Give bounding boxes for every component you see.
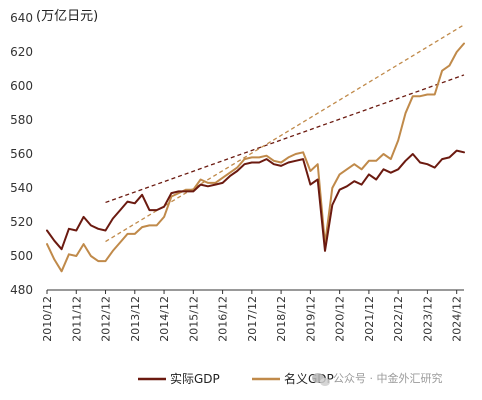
x-tick-label: 2013/12 <box>129 296 142 342</box>
y-tick-label: 500 <box>10 249 33 263</box>
x-tick-label: 2018/12 <box>275 296 288 342</box>
x-tick-label: 2016/12 <box>217 296 230 342</box>
x-tick-label: 2015/12 <box>187 296 200 342</box>
x-tick-label: 2019/12 <box>304 296 317 342</box>
y-axis: 480 500 520 540 560 580 600 620 640 <box>10 11 33 297</box>
watermark: 公众号 · 中金外汇研究 <box>312 371 443 386</box>
x-tick-label: 2024/12 <box>451 296 464 342</box>
x-tick-label: 2011/12 <box>70 296 83 342</box>
watermark-text: 公众号 · 中金外汇研究 <box>333 371 443 385</box>
series-lines <box>46 42 465 273</box>
y-tick-label: 480 <box>10 283 33 297</box>
x-tick-label: 2021/12 <box>363 296 376 342</box>
y-tick-label: 620 <box>10 45 33 59</box>
x-tick-label: 2010/12 <box>41 296 54 342</box>
y-tick-label: 580 <box>10 113 33 127</box>
y-tick-label: 520 <box>10 215 33 229</box>
y-axis-unit-label: (万亿日元) <box>36 9 98 24</box>
y-tick-label: 560 <box>10 147 33 161</box>
y-tick-label: 640 <box>10 11 33 25</box>
x-tick-label: 2012/12 <box>100 296 113 342</box>
wechat-icon <box>312 373 330 386</box>
x-tick-label: 2022/12 <box>392 296 405 342</box>
series-line-real-gdp <box>46 149 465 252</box>
x-axis: 2010/12 2011/12 2012/12 2013/12 2014/12 2015/… <box>41 290 464 342</box>
x-tick-label: 2020/12 <box>334 296 347 342</box>
y-tick-label: 600 <box>10 79 33 93</box>
x-tick-label: 2023/12 <box>421 296 434 342</box>
legend: 实际GDP 名义GDP <box>138 371 334 386</box>
trend-lines <box>105 24 465 243</box>
trend-line-real-gdp <box>105 74 465 204</box>
x-tick-label: 2014/12 <box>158 296 171 342</box>
x-tick-label: 2017/12 <box>246 296 259 342</box>
legend-label-real-gdp: 实际GDP <box>170 371 220 386</box>
series-line-nominal-gdp <box>46 42 465 273</box>
y-tick-label: 540 <box>10 181 33 195</box>
